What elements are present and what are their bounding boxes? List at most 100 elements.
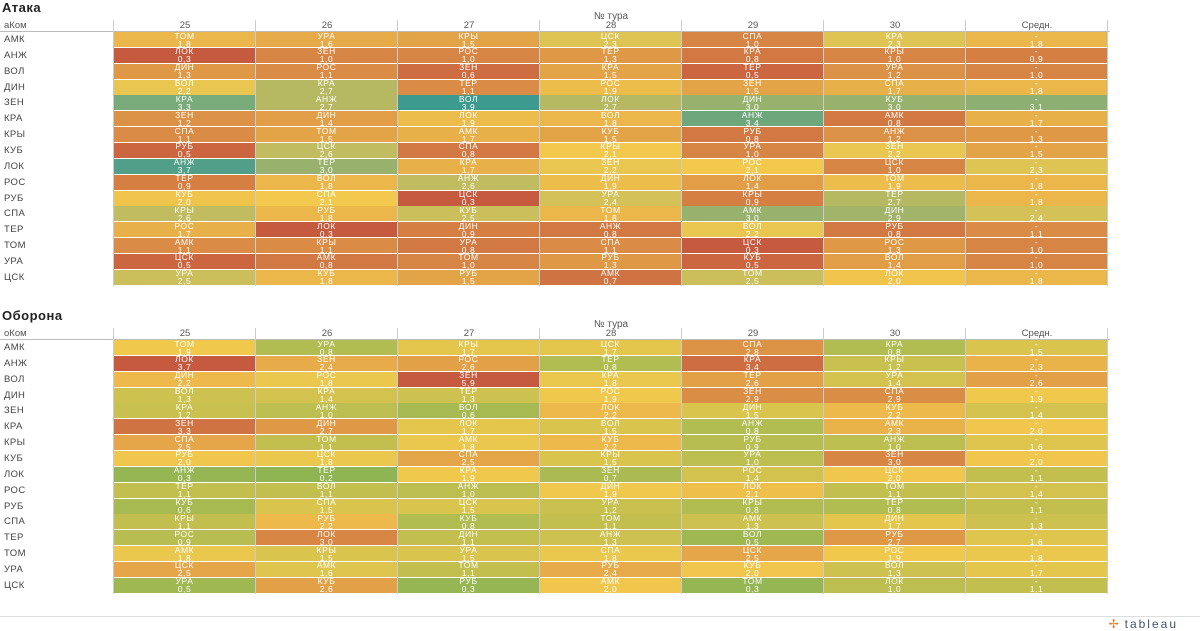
heatmap-cell[interactable]: РОС 1,9	[824, 546, 966, 563]
heatmap-cell[interactable]: КУБ 0,5	[682, 253, 824, 270]
heatmap-cell[interactable]: ЗЕН 1,0	[256, 47, 398, 64]
heatmap-cell[interactable]: ЛОК 1,4	[682, 174, 824, 191]
heatmap-cell[interactable]: ЦСК 1,7	[540, 340, 682, 356]
heatmap-cell[interactable]: УРА 1,0	[682, 450, 824, 467]
heatmap-cell[interactable]: ТЕР 1,3	[540, 47, 682, 64]
heatmap-cell[interactable]: УРА 1,0	[682, 142, 824, 159]
heatmap-cell[interactable]: ТОМ 2,5	[682, 269, 824, 286]
heatmap-cell[interactable]: ЦСК 1,5	[398, 498, 540, 515]
heatmap-cell[interactable]: ЛОК 1,9	[398, 111, 540, 128]
heatmap-cell[interactable]: АМК 0,8	[824, 111, 966, 128]
heatmap-cell[interactable]: КРА 3,4	[682, 355, 824, 372]
average-cell[interactable]: -1,5	[966, 340, 1108, 356]
average-cell[interactable]: -1,1	[966, 466, 1108, 483]
heatmap-cell[interactable]: СПА 1,1	[540, 238, 682, 255]
heatmap-cell[interactable]: ТЕР 3,0	[256, 158, 398, 175]
heatmap-cell[interactable]: ТЕР 1,3	[398, 387, 540, 404]
heatmap-cell[interactable]: КРА 1,5	[540, 63, 682, 80]
heatmap-cell[interactable]: СПА 2,5	[398, 450, 540, 467]
heatmap-cell[interactable]: ЛОК 3,7	[114, 355, 256, 372]
heatmap-cell[interactable]: УРА 1,2	[540, 498, 682, 515]
heatmap-cell[interactable]: ЗЕН 3,0	[824, 450, 966, 467]
heatmap-cell[interactable]: РУБ 2,2	[256, 514, 398, 531]
heatmap-cell[interactable]: ЦСК 2,0	[824, 466, 966, 483]
heatmap-cell[interactable]: КРА 1,7	[398, 158, 540, 175]
average-cell[interactable]: -2,3	[966, 355, 1108, 372]
heatmap-cell[interactable]: РОС 1,1	[256, 63, 398, 80]
heatmap-cell[interactable]: КРА 2,3	[824, 32, 966, 48]
heatmap-cell[interactable]: ДИН 2,2	[114, 371, 256, 388]
heatmap-cell[interactable]: АНЖ 3,4	[682, 111, 824, 128]
average-cell[interactable]: -1,5	[966, 142, 1108, 159]
heatmap-cell[interactable]: УРА 0,8	[256, 340, 398, 356]
heatmap-cell[interactable]: ДИН 1,4	[256, 111, 398, 128]
heatmap-cell[interactable]: ЗЕН 0,7	[540, 466, 682, 483]
heatmap-cell[interactable]: УРА 2,4	[540, 190, 682, 207]
heatmap-cell[interactable]: ЦСК 2,6	[256, 142, 398, 159]
heatmap-cell[interactable]: ЗЕН 1,5	[682, 79, 824, 96]
heatmap-cell[interactable]: КУБ 2,5	[398, 206, 540, 223]
average-cell[interactable]: -1,6	[966, 435, 1108, 452]
heatmap-cell[interactable]: ВОЛ 3,9	[398, 95, 540, 112]
heatmap-cell[interactable]: АМК 3,0	[682, 206, 824, 223]
heatmap-cell[interactable]: ЦСК 0,3	[682, 238, 824, 255]
heatmap-cell[interactable]: ЦСК 1,8	[256, 450, 398, 467]
heatmap-cell[interactable]: СПА 1,0	[682, 32, 824, 48]
heatmap-cell[interactable]: ДИН 1,1	[398, 530, 540, 547]
average-cell[interactable]: -2,4	[966, 206, 1108, 223]
heatmap-cell[interactable]: ЗЕН 5,9	[398, 371, 540, 388]
heatmap-cell[interactable]: ЛОК 2,2	[540, 403, 682, 420]
heatmap-cell[interactable]: АНЖ 0,3	[114, 466, 256, 483]
heatmap-cell[interactable]: РУБ 1,3	[540, 253, 682, 270]
heatmap-cell[interactable]: РОС 0,9	[114, 530, 256, 547]
heatmap-cell[interactable]: ТОМ 1,1	[256, 435, 398, 452]
heatmap-cell[interactable]: СПА 2,5	[114, 435, 256, 452]
heatmap-cell[interactable]: ЗЕН 2,2	[824, 142, 966, 159]
heatmap-cell[interactable]: ЛОК 2,0	[824, 269, 966, 286]
heatmap-cell[interactable]: ТОМ 1,8	[114, 32, 256, 48]
heatmap-cell[interactable]: КРЫ 0,9	[682, 190, 824, 207]
heatmap-cell[interactable]: АМК 1,8	[114, 546, 256, 563]
heatmap-cell[interactable]: ВОЛ 1,4	[824, 253, 966, 270]
heatmap-cell[interactable]: АМК 1,7	[398, 127, 540, 144]
heatmap-cell[interactable]: РУБ 2,4	[540, 561, 682, 578]
heatmap-cell[interactable]: КРЫ 1,7	[398, 340, 540, 356]
average-cell[interactable]: -1,6	[966, 530, 1108, 547]
heatmap-cell[interactable]: КУБ 1,5	[540, 127, 682, 144]
heatmap-cell[interactable]: КРЫ 0,8	[682, 498, 824, 515]
heatmap-cell[interactable]: КРЫ 1,1	[256, 238, 398, 255]
heatmap-cell[interactable]: ДИН 1,7	[824, 514, 966, 531]
heatmap-cell[interactable]: СПА 2,9	[824, 387, 966, 404]
heatmap-cell[interactable]: ЗЕН 2,9	[682, 387, 824, 404]
average-cell[interactable]: -1,8	[966, 190, 1108, 207]
tableau-logo[interactable]: ✢ tableau	[1109, 617, 1178, 631]
heatmap-cell[interactable]: КРА 1,4	[256, 387, 398, 404]
heatmap-cell[interactable]: РУБ 0,8	[682, 127, 824, 144]
average-cell[interactable]: -1,3	[966, 514, 1108, 531]
heatmap-cell[interactable]: АМК 2,3	[824, 419, 966, 436]
heatmap-cell[interactable]: КРЫ 1,2	[824, 355, 966, 372]
heatmap-cell[interactable]: КРА 1,9	[398, 466, 540, 483]
heatmap-cell[interactable]: РОС 1,7	[114, 222, 256, 239]
heatmap-cell[interactable]: СПА 1,8	[540, 546, 682, 563]
heatmap-cell[interactable]: УРА 1,4	[824, 371, 966, 388]
heatmap-cell[interactable]: СПА 0,8	[398, 142, 540, 159]
heatmap-cell[interactable]: ЛОК 3,0	[256, 530, 398, 547]
average-cell[interactable]: -2,0	[966, 450, 1108, 467]
heatmap-cell[interactable]: ЛОК 1,0	[824, 577, 966, 594]
heatmap-cell[interactable]: РУБ 0,9	[682, 435, 824, 452]
heatmap-cell[interactable]: КУБ 2,6	[256, 577, 398, 594]
heatmap-cell[interactable]: РУБ 2,0	[114, 450, 256, 467]
heatmap-cell[interactable]: ТОМ 1,5	[256, 127, 398, 144]
heatmap-cell[interactable]: ТЕР 1,1	[398, 79, 540, 96]
heatmap-cell[interactable]: КРА 1,8	[540, 371, 682, 388]
heatmap-cell[interactable]: КРЫ 1,5	[256, 546, 398, 563]
heatmap-cell[interactable]: ТЕР 0,5	[682, 63, 824, 80]
heatmap-cell[interactable]: АНЖ 0,8	[682, 419, 824, 436]
heatmap-cell[interactable]: ДИН 1,5	[682, 403, 824, 420]
average-cell[interactable]: -1,7	[966, 111, 1108, 128]
heatmap-cell[interactable]: РУБ 2,7	[824, 530, 966, 547]
heatmap-cell[interactable]: ДИН 2,7	[256, 419, 398, 436]
heatmap-cell[interactable]: ВОЛ 0,5	[682, 530, 824, 547]
heatmap-cell[interactable]: РОС 1,0	[398, 47, 540, 64]
